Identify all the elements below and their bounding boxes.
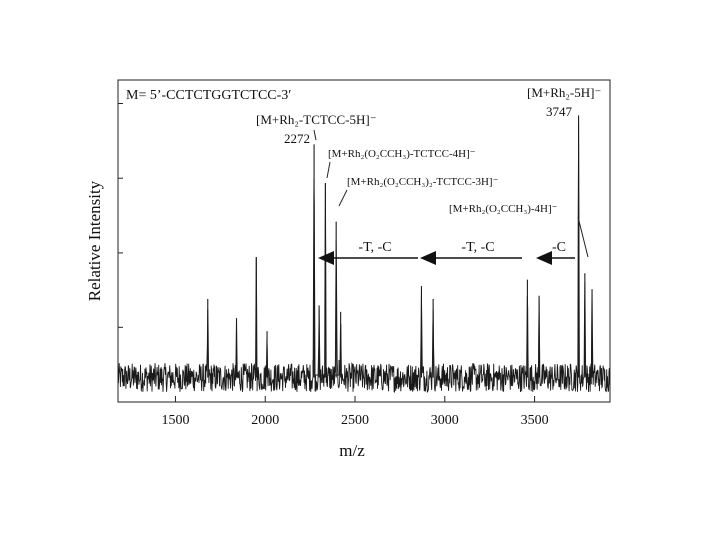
peak-c-leader bbox=[338, 189, 348, 207]
x-axis-tick-labels: 1500 2000 2500 3000 3500 bbox=[161, 413, 548, 428]
x-axis-label: m/z bbox=[339, 441, 365, 460]
sequence-label: M= 5’-CCTCTGGTCTCC-3′ bbox=[126, 88, 291, 103]
x-tick-label-1500: 1500 bbox=[161, 413, 189, 428]
peak-d-value: 3747 bbox=[546, 104, 573, 119]
peak-b-label: [M+Rh₂(O₂CCH₃)-TCTCC-4H]⁻ bbox=[328, 148, 476, 160]
y-axis-label: Relative Intensity bbox=[85, 180, 104, 301]
x-tick-label-2000: 2000 bbox=[251, 413, 279, 428]
arrow-2-head bbox=[420, 251, 436, 265]
arrow-1-head bbox=[318, 251, 334, 265]
peak-e-label: [M+Rh₂(O₂CCH₃)-4H]⁻ bbox=[449, 203, 558, 215]
peak-a-leader bbox=[313, 129, 317, 141]
arrow-1-label: -T, -C bbox=[358, 240, 391, 255]
spectrum-trace-group bbox=[117, 115, 611, 393]
y-axis-ticks bbox=[118, 103, 123, 403]
x-axis-ticks bbox=[174, 396, 536, 402]
cluster-bracket bbox=[312, 360, 340, 376]
arrow-2-label: -T, -C bbox=[461, 240, 494, 255]
x-tick-label-2500: 2500 bbox=[341, 413, 369, 428]
arrow-3-label: -C bbox=[552, 240, 566, 255]
x-tick-label-3000: 3000 bbox=[431, 413, 459, 428]
peak-c-label: [M+Rh₂(O₂CCH₃)₂-TCTCC-3H]⁻ bbox=[347, 176, 499, 188]
peak-b-leader bbox=[326, 161, 331, 179]
peak-d-label: [M+Rh₂-5H]⁻ bbox=[527, 85, 601, 100]
peak-a-label: [M+Rh₂-TCTCC-5H]⁻ bbox=[256, 112, 377, 127]
peak-e-leader bbox=[577, 216, 589, 258]
x-tick-label-3500: 3500 bbox=[521, 413, 549, 428]
plot-frame bbox=[117, 79, 611, 403]
peak-a-value: 2272 bbox=[284, 131, 310, 146]
arrow-3-head bbox=[536, 251, 552, 265]
